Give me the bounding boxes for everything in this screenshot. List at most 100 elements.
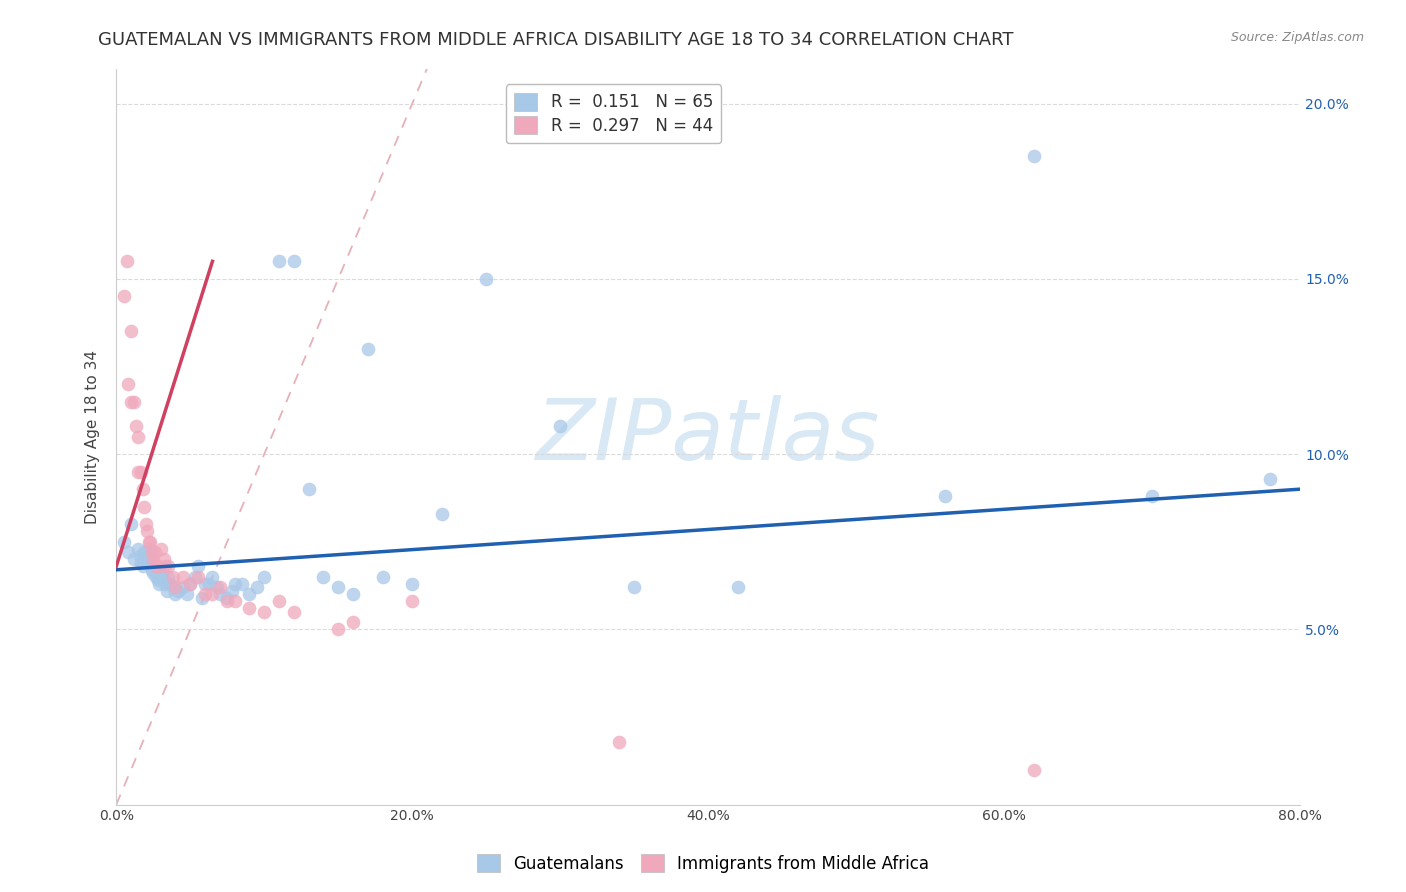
Point (139, 534, 162, 549)
Point (401, 576, 423, 591)
Point (139, 552, 162, 566)
Point (609, 734, 631, 748)
Point (131, 556, 153, 570)
Point (217, 594, 239, 608)
Point (162, 580, 184, 594)
Point (187, 570, 209, 584)
Point (135, 517, 157, 532)
Point (120, 394, 142, 409)
Point (142, 566, 165, 581)
Point (179, 576, 201, 591)
Point (141, 545, 163, 559)
Point (246, 580, 269, 594)
Point (224, 594, 246, 608)
Point (136, 524, 159, 539)
Point (131, 465, 153, 479)
Point (430, 507, 453, 521)
Point (120, 517, 142, 532)
Point (328, 580, 350, 594)
Point (159, 576, 181, 591)
Point (124, 419, 146, 434)
Point (201, 570, 224, 584)
Point (1022, 763, 1045, 777)
Point (201, 587, 224, 601)
Point (183, 570, 205, 584)
Point (112, 289, 135, 303)
Point (117, 545, 139, 559)
Point (342, 587, 364, 601)
Point (934, 489, 956, 503)
Point (357, 342, 380, 356)
Point (145, 570, 167, 584)
Point (152, 574, 174, 588)
Point (143, 545, 166, 559)
Point (1140, 489, 1163, 503)
Point (176, 587, 198, 601)
Point (146, 574, 169, 588)
Legend: Guatemalans, Immigrants from Middle Africa: Guatemalans, Immigrants from Middle Afri… (470, 847, 936, 880)
Point (155, 583, 177, 598)
Point (142, 552, 165, 566)
Point (205, 580, 228, 594)
Point (138, 541, 160, 556)
Point (253, 570, 276, 584)
Point (127, 465, 149, 479)
Text: GUATEMALAN VS IMMIGRANTS FROM MIDDLE AFRICA DISABILITY AGE 18 TO 34 CORRELATION : GUATEMALAN VS IMMIGRANTS FROM MIDDLE AFR… (98, 31, 1014, 49)
Point (136, 556, 159, 570)
Point (238, 587, 260, 601)
Point (179, 576, 201, 591)
Point (112, 534, 135, 549)
Point (153, 576, 176, 591)
Point (149, 563, 172, 577)
Point (117, 376, 139, 391)
Point (127, 429, 149, 443)
Point (267, 254, 290, 268)
Point (312, 570, 335, 584)
Point (194, 576, 217, 591)
Point (283, 605, 305, 619)
Point (120, 325, 142, 339)
Point (132, 559, 155, 574)
Legend: R =  0.151   N = 65, R =  0.297   N = 44: R = 0.151 N = 65, R = 0.297 N = 44 (506, 84, 721, 144)
Point (475, 272, 498, 286)
Point (328, 623, 350, 637)
Point (172, 580, 194, 594)
Point (132, 482, 155, 496)
Point (138, 534, 160, 549)
Point (165, 580, 187, 594)
Point (135, 549, 157, 563)
Point (548, 419, 571, 434)
Point (148, 576, 170, 591)
Point (143, 559, 166, 574)
Point (149, 541, 172, 556)
Text: Source: ZipAtlas.com: Source: ZipAtlas.com (1230, 31, 1364, 45)
Point (224, 576, 246, 591)
Point (217, 591, 239, 605)
Point (198, 576, 221, 591)
Text: ZIPatlas: ZIPatlas (536, 395, 880, 478)
Point (191, 591, 214, 605)
Point (127, 541, 149, 556)
Point (194, 587, 217, 601)
Point (253, 605, 276, 619)
Point (208, 580, 231, 594)
Point (122, 552, 145, 566)
Point (172, 570, 194, 584)
Point (283, 254, 305, 268)
Point (1260, 472, 1282, 486)
Point (157, 570, 180, 584)
Point (145, 559, 167, 574)
Point (122, 394, 145, 409)
Point (371, 570, 394, 584)
Point (267, 594, 290, 608)
Point (152, 552, 174, 566)
Point (153, 559, 176, 574)
Point (623, 580, 645, 594)
Point (208, 587, 231, 601)
Point (167, 583, 190, 598)
Point (165, 587, 187, 601)
Point (115, 254, 138, 268)
Point (1022, 149, 1045, 163)
Point (150, 566, 173, 581)
Point (401, 594, 423, 608)
